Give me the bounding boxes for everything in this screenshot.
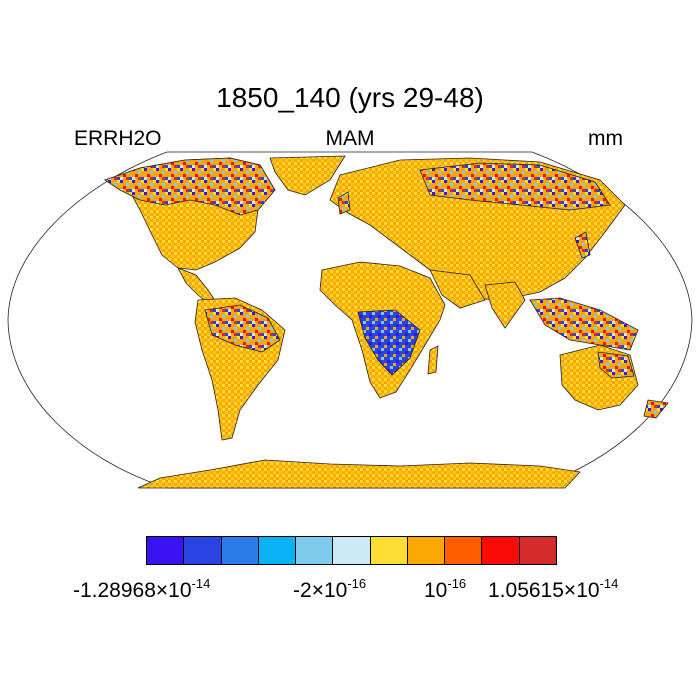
colorbar-tick-max: 1.05615×10-14 — [488, 576, 619, 602]
colorbar-swatch-2 — [221, 537, 259, 564]
greenland — [269, 155, 346, 196]
africa-mix — [357, 309, 421, 376]
colorbar-swatch-7 — [407, 537, 446, 564]
india — [484, 281, 526, 329]
australia-mix — [597, 351, 635, 379]
colorbar-tick-mid-negative: -2×10-16 — [293, 576, 367, 602]
land-masses — [103, 155, 669, 489]
colorbar — [146, 536, 557, 565]
colorbar-swatch-3 — [258, 537, 297, 564]
colorbar-tick-mid-positive: 10-16 — [424, 576, 467, 602]
japan — [574, 231, 591, 259]
siberia-mix — [419, 162, 611, 211]
colorbar-swatch-4 — [296, 537, 334, 564]
colorbar-swatch-1 — [184, 537, 222, 564]
arabia — [429, 269, 486, 309]
uk-isles — [337, 191, 351, 215]
amazon-mix — [204, 304, 281, 353]
season-label: MAM — [325, 127, 375, 150]
variable-label: ERRH2O — [74, 127, 162, 150]
units-label: mm — [588, 127, 623, 150]
antarctica — [137, 459, 581, 489]
map-title: 1850_140 (yrs 29-48) — [216, 82, 484, 113]
se-asia-islands — [529, 297, 639, 351]
canada-mix — [104, 157, 276, 216]
colorbar-swatch-5 — [333, 537, 371, 564]
madagascar — [427, 345, 439, 375]
colorbar-swatch-10 — [519, 537, 556, 564]
new-zealand — [643, 399, 669, 419]
colorbar-tick-min: -1.28968×10-14 — [73, 576, 211, 602]
colorbar-swatch-8 — [445, 537, 483, 564]
colorbar-swatch-0 — [147, 537, 185, 564]
colorbar-swatch-6 — [370, 537, 408, 564]
colorbar-swatch-9 — [482, 537, 520, 564]
